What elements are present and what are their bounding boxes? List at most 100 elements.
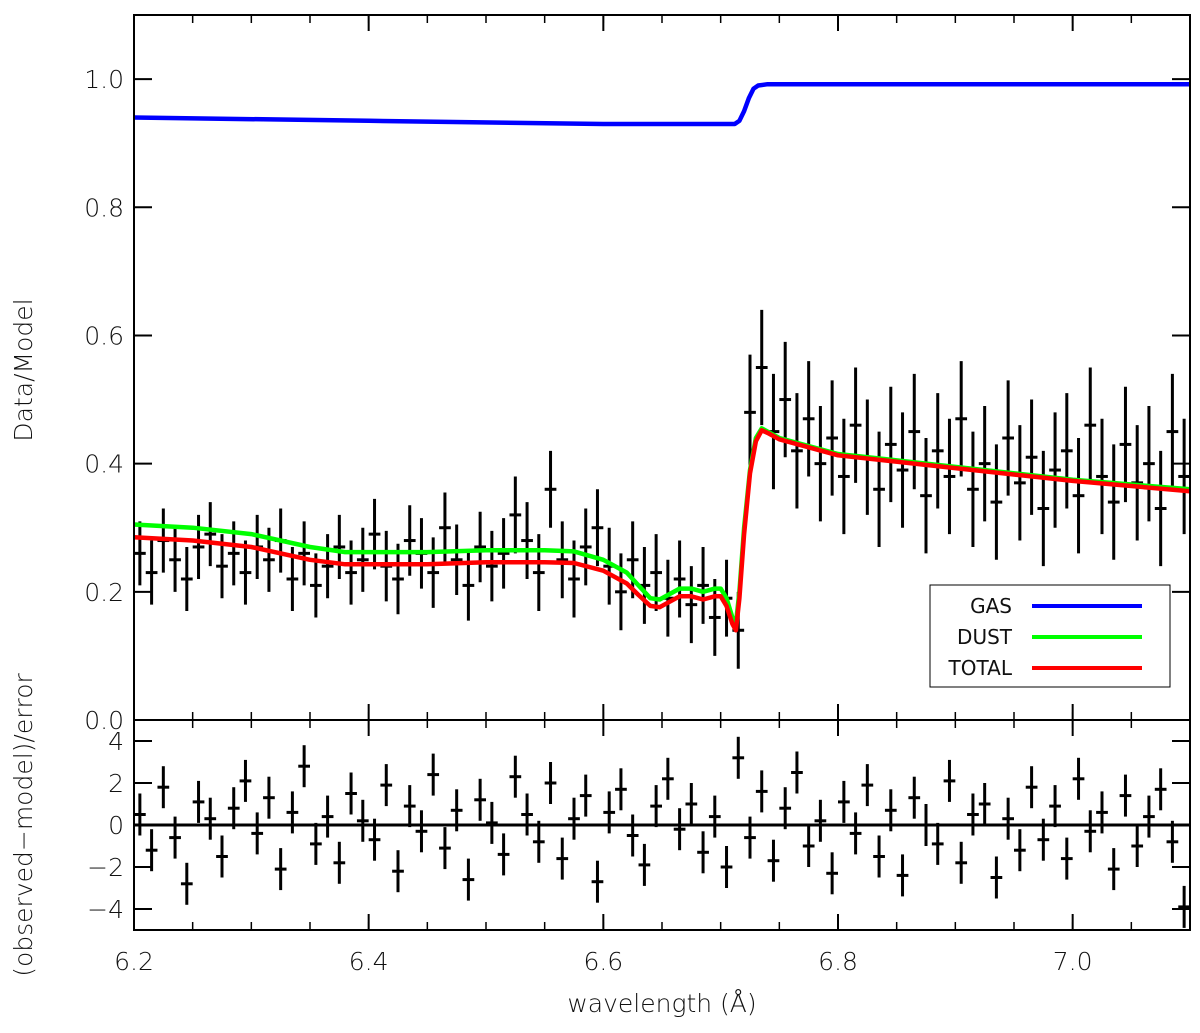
- top-data-point: [826, 380, 838, 496]
- top-data-point: [192, 514, 205, 579]
- legend-label-gas: GAS: [970, 594, 1012, 618]
- top-data-point: [884, 386, 897, 503]
- bottom-ytick-label: −4: [87, 895, 124, 924]
- top-data-point: [1025, 399, 1038, 515]
- residual-point: [708, 795, 721, 838]
- residual-point: [838, 780, 850, 823]
- residual-point: [1049, 785, 1061, 828]
- top-data-point: [744, 354, 756, 471]
- residual-point: [556, 837, 569, 880]
- top-data-point: [908, 373, 921, 490]
- residual-point: [732, 736, 745, 779]
- top-data-point: [1060, 393, 1073, 509]
- residual-point: [415, 810, 428, 853]
- residual-point: [1143, 795, 1155, 838]
- top-ytick-label: 0.2: [84, 578, 124, 607]
- residual-point: [298, 745, 310, 788]
- top-data-point: [673, 540, 686, 618]
- top-ytick-label: 0.8: [84, 193, 124, 222]
- top-data-point: [204, 502, 217, 567]
- top-data-point: [838, 418, 850, 535]
- top-data-point: [556, 521, 569, 599]
- top-data-points: [134, 309, 1190, 669]
- residual-point: [274, 848, 287, 891]
- legend: GAS DUST TOTAL: [929, 584, 1171, 688]
- residual-point: [579, 774, 592, 817]
- top-data-point: [626, 521, 639, 599]
- top-data-point: [239, 540, 252, 605]
- residual-point: [791, 751, 803, 794]
- residual-point: [603, 791, 616, 834]
- bottom-ytick-label: 0: [108, 811, 124, 840]
- residual-point: [826, 852, 838, 895]
- top-data-point: [591, 489, 604, 567]
- top-data-point: [321, 534, 334, 599]
- bottom-xtick-label: 6.6: [583, 947, 623, 976]
- top-data-point: [532, 534, 545, 612]
- residual-point: [427, 753, 440, 796]
- residual-point: [568, 797, 580, 840]
- residual-point: [1166, 820, 1179, 863]
- top-data-point: [368, 498, 381, 570]
- residual-point: [345, 772, 357, 815]
- top-data-point: [180, 546, 193, 612]
- top-data-point: [931, 393, 944, 509]
- top-data-point: [298, 521, 310, 586]
- legend-label-dust: DUST: [957, 625, 1013, 649]
- residual-point: [1107, 848, 1120, 891]
- top-data-point: [310, 553, 322, 618]
- residual-point: [1014, 829, 1026, 872]
- residual-point: [849, 812, 862, 855]
- bottom-xtick-label: 6.8: [818, 947, 858, 976]
- gas-line: [133, 81, 1190, 127]
- top-data-point: [333, 514, 346, 579]
- bottom-xtick-label: 6.2: [114, 947, 154, 976]
- top-data-point: [967, 431, 979, 547]
- residual-point: [1084, 810, 1097, 853]
- residual-point: [227, 787, 240, 830]
- residual-point: [638, 843, 651, 886]
- residual-point: [1154, 768, 1167, 811]
- residual-point: [697, 831, 709, 874]
- residual-point: [1002, 797, 1014, 840]
- top-data-point: [1084, 367, 1097, 483]
- top-data-point: [755, 309, 768, 426]
- residual-point: [356, 799, 369, 842]
- top-model-lines: [133, 81, 1191, 633]
- residual-point: [873, 835, 885, 878]
- residual-point: [1060, 837, 1073, 880]
- top-data-point: [1154, 450, 1167, 567]
- top-data-point: [990, 444, 1003, 560]
- top-data-point: [427, 537, 440, 608]
- top-data-point: [392, 543, 404, 615]
- residual-point: [943, 759, 956, 802]
- top-data-point: [1096, 418, 1108, 535]
- top-data-point: [1014, 425, 1026, 541]
- residual-point: [521, 793, 533, 836]
- top-data-point: [849, 367, 862, 483]
- top-data-point: [685, 566, 698, 644]
- y-axis-title-bottom: (observed−model)/error: [9, 672, 38, 976]
- legend-items: GAS DUST TOTAL: [948, 594, 1142, 680]
- top-ytick-label: 0.0: [84, 706, 124, 735]
- residual-point: [931, 822, 944, 865]
- top-data-point: [450, 524, 463, 596]
- top-data-point: [521, 502, 533, 579]
- bottom-xtick-label: 7.0: [1053, 947, 1093, 976]
- bottom-ytick-label: −2: [87, 853, 124, 882]
- top-data-point: [1143, 405, 1155, 522]
- bottom-ytick-label: 4: [108, 727, 124, 756]
- residual-point: [134, 793, 146, 836]
- bottom-ytick-label: 2: [108, 769, 124, 798]
- residual-point: [310, 822, 322, 865]
- residual-point: [908, 776, 921, 819]
- residual-point: [990, 856, 1003, 899]
- residual-point: [403, 785, 416, 828]
- residual-point: [896, 854, 909, 897]
- residual-point: [474, 778, 486, 821]
- residual-point: [180, 862, 193, 905]
- residual-point: [802, 825, 815, 867]
- top-data-point: [497, 518, 510, 589]
- bottom-axis-ticks: −4 −2 0 2 4 6.2 6.4 6.6 6.8 7.0: [87, 720, 1191, 976]
